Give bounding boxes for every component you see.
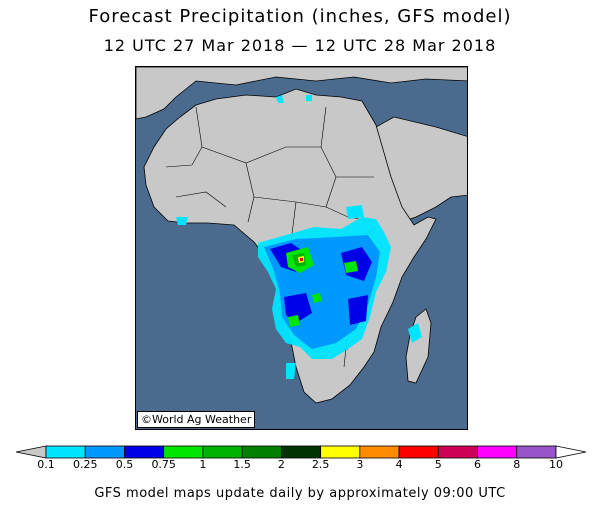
- color-scale-bar: [15, 445, 587, 459]
- scale-below-min-arrow: [15, 445, 47, 459]
- scale-bin: [516, 445, 557, 459]
- credit-label: ©World Ag Weather: [137, 411, 256, 428]
- scale-bin: [241, 445, 282, 459]
- scale-tick-label: 0.25: [72, 458, 98, 471]
- scale-tick-label: 8: [513, 458, 521, 471]
- scale-bin: [45, 445, 86, 459]
- scale-bin: [202, 445, 243, 459]
- footer-note: GFS model maps update daily by approxima…: [94, 486, 506, 501]
- europe-land: [136, 67, 467, 120]
- scale-bin: [320, 445, 361, 459]
- scale-above-max-arrow: [555, 445, 587, 459]
- map-subtitle: 12 UTC 27 Mar 2018 — 12 UTC 28 Mar 2018: [103, 36, 497, 55]
- madagascar-land: [405, 308, 432, 384]
- scale-tick-label: 0.1: [37, 458, 55, 471]
- scale-tick-label: 0.75: [151, 458, 176, 471]
- precipitation-map: ©World Ag Weather: [135, 66, 468, 430]
- scale-bin: [84, 445, 125, 459]
- scale-tick-label: 2.5: [311, 458, 330, 471]
- scale-bin: [124, 445, 165, 459]
- scale-tick-label: 1: [199, 458, 207, 471]
- scale-tick-label: 3: [356, 458, 364, 471]
- africa-map-graphic: [136, 67, 467, 404]
- scale-tick-label: 5: [434, 458, 442, 471]
- scale-bin: [398, 445, 439, 459]
- scale-tick-label: 0.5: [115, 458, 134, 471]
- scale-tick-label: 1.5: [233, 458, 251, 471]
- scale-bin: [163, 445, 204, 459]
- scale-bin: [437, 445, 478, 459]
- scale-tick-label: 6: [474, 458, 482, 471]
- scale-bin: [477, 445, 518, 459]
- precipitation-shading: [176, 95, 422, 379]
- scale-tick-label: 4: [395, 458, 403, 471]
- scale-tick-label: 10: [549, 458, 563, 471]
- scale-bin: [280, 445, 322, 459]
- map-title: Forecast Precipitation (inches, GFS mode…: [88, 6, 512, 27]
- scale-bin: [359, 445, 400, 459]
- scale-tick-label: 2: [277, 458, 285, 471]
